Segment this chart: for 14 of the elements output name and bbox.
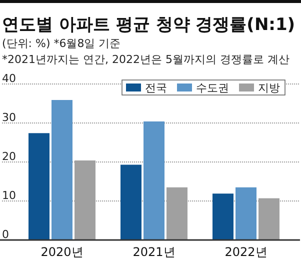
y-tick-label: 20 (2, 150, 16, 163)
y-tick-label: 0 (2, 228, 9, 241)
chart-subtitle: (단위: %) *6월8일 기준 (2, 37, 121, 50)
legend-label: 지방 (258, 82, 280, 94)
y-tick-label: 30 (2, 111, 16, 124)
y-tick-label: 10 (2, 189, 16, 202)
x-tick-label: 2022년 (224, 245, 268, 259)
x-tick-label: 2021년 (132, 245, 176, 259)
x-tick-label: 2020년 (40, 245, 84, 259)
y-tick-label: 40 (2, 72, 16, 85)
text: *2021년까지는 연간, 2022년은 5월까지의 경쟁률로 계산 (2, 53, 290, 66)
legend-label: 수도권 (196, 82, 229, 94)
legend-label: 전국 (145, 82, 167, 94)
chart-title: 연도별 아파트 평균 청약 경쟁률(N:1) (2, 15, 296, 35)
